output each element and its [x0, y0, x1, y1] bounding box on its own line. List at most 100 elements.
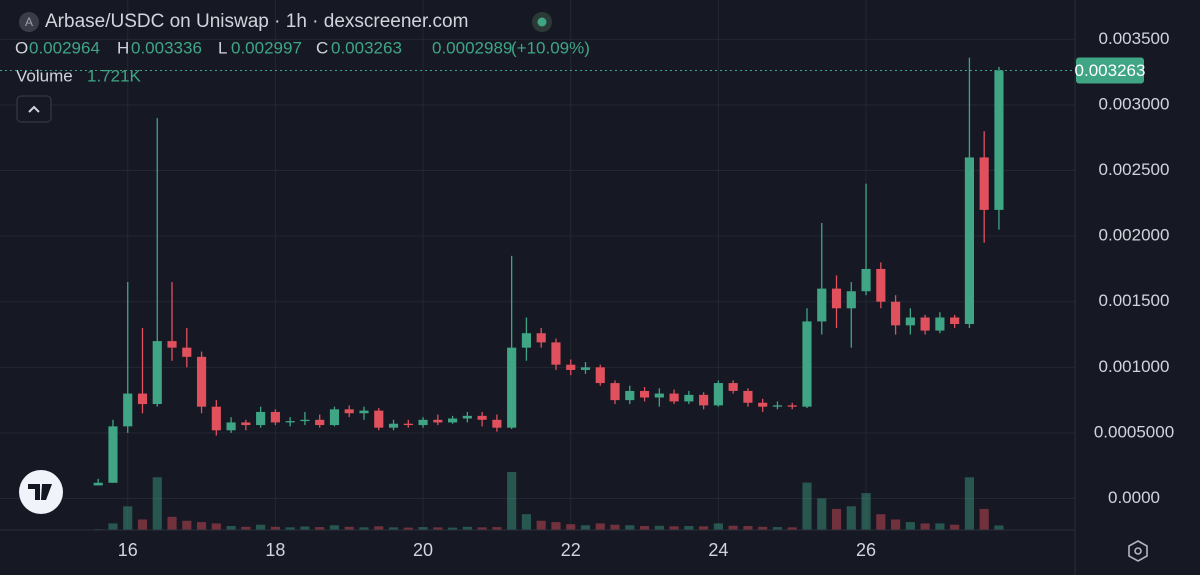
ohlc-row: O 0.002964 H 0.003336 L 0.002997 C 0.003263 — [15, 38, 402, 57]
ohlc-key: H — [117, 38, 129, 57]
volume-bar — [979, 508, 989, 530]
candle-body — [950, 317, 960, 325]
token-icon — [19, 12, 39, 32]
volume-bar — [226, 526, 236, 530]
x-tick-label: 26 — [856, 540, 876, 560]
candle-body — [846, 291, 856, 309]
volume-bar — [758, 526, 768, 530]
volume-layer — [93, 472, 1004, 530]
candle-body — [935, 317, 945, 331]
change-percent: (+10.09%) — [511, 38, 590, 57]
settings-icon — [1134, 547, 1142, 555]
ohlc-key: C — [316, 38, 328, 57]
volume-bar — [743, 526, 753, 530]
volume-bar — [669, 526, 679, 530]
candle-body — [979, 157, 989, 210]
volume-bar — [905, 522, 915, 530]
candle-body — [728, 383, 738, 391]
volume-bar — [211, 523, 221, 530]
candle-body — [433, 419, 443, 423]
volume-bar — [861, 493, 871, 530]
volume-bar — [182, 520, 192, 530]
volume-bar — [167, 516, 177, 530]
ohlc-key: O — [15, 38, 28, 57]
y-tick-label: 0.0005000 — [1094, 422, 1174, 441]
volume-bar — [580, 525, 591, 530]
volume-bar — [891, 519, 901, 530]
candle-body — [861, 268, 871, 292]
candle-body — [285, 421, 295, 423]
candle-body — [108, 426, 118, 483]
y-tick-label: 0.0000 — [1108, 488, 1160, 507]
volume-bar — [772, 527, 783, 530]
y-tick-label: 0.003500 — [1099, 29, 1170, 48]
candle-body — [241, 422, 251, 426]
candle-body — [787, 405, 797, 407]
candle-body — [462, 415, 472, 419]
x-tick-label: 16 — [118, 540, 138, 560]
volume-bar — [950, 524, 960, 530]
candle-body — [566, 364, 576, 370]
candle-body — [758, 402, 768, 407]
candle-body — [477, 415, 487, 420]
ohlc-value: 0.003263 — [331, 38, 402, 57]
volume-bar — [654, 525, 664, 530]
candle-body — [196, 356, 207, 407]
y-tick-label: 0.002000 — [1099, 226, 1170, 245]
volume-bar — [831, 508, 842, 530]
candle-body — [610, 383, 620, 401]
candle-body — [625, 390, 635, 401]
volume-bar — [536, 520, 546, 530]
settings-button[interactable] — [1128, 540, 1148, 562]
candle-body — [211, 406, 221, 431]
ohlc-value: 0.002997 — [231, 38, 302, 57]
candle-body — [521, 333, 532, 348]
tv-logo-mark — [28, 484, 52, 500]
volume-bar — [492, 527, 502, 530]
candle-body — [876, 268, 886, 302]
volume-bar — [359, 527, 369, 530]
status-dot — [537, 17, 547, 27]
volume-bar — [507, 472, 517, 530]
volume-bar — [876, 514, 886, 530]
candle-body — [669, 393, 679, 402]
candle-body — [994, 70, 1004, 210]
candle-body — [536, 333, 546, 343]
volume-bar — [625, 525, 635, 530]
volume-bar — [521, 514, 532, 530]
ohlc-value: 0.003336 — [131, 38, 202, 57]
candle-body — [699, 394, 709, 406]
axes: 0.0000 0.0005000 0.001000 0.001500 0.002000 0… — [118, 29, 1174, 560]
candle-body — [418, 419, 428, 426]
volume-bar — [964, 477, 974, 530]
candle-body — [817, 288, 827, 322]
volume-bar — [448, 527, 458, 530]
volume-bar — [241, 526, 251, 530]
volume-bar — [920, 523, 930, 530]
candle-body — [403, 423, 413, 426]
candle-body — [639, 390, 650, 398]
candle-body — [654, 393, 664, 398]
candle-body — [359, 410, 369, 414]
candle-body — [137, 393, 148, 405]
volume-bar — [566, 524, 576, 530]
volume-bar — [477, 527, 487, 530]
volume-bar — [787, 527, 797, 530]
candle-body — [315, 419, 325, 426]
volume-bar — [994, 525, 1004, 530]
collapse-button[interactable] — [16, 95, 52, 123]
tv-logo[interactable] — [19, 470, 63, 514]
volume-bar — [802, 482, 812, 530]
volume-bar — [699, 526, 709, 530]
candle-body — [713, 383, 723, 406]
candle-body — [329, 409, 340, 426]
volume-bar — [551, 522, 561, 530]
volume-bar — [595, 523, 605, 530]
candle-body — [300, 419, 310, 422]
candle-body — [344, 409, 354, 414]
candle-body — [802, 321, 812, 407]
candle-body — [123, 393, 133, 427]
x-tick-label: 20 — [413, 540, 433, 560]
